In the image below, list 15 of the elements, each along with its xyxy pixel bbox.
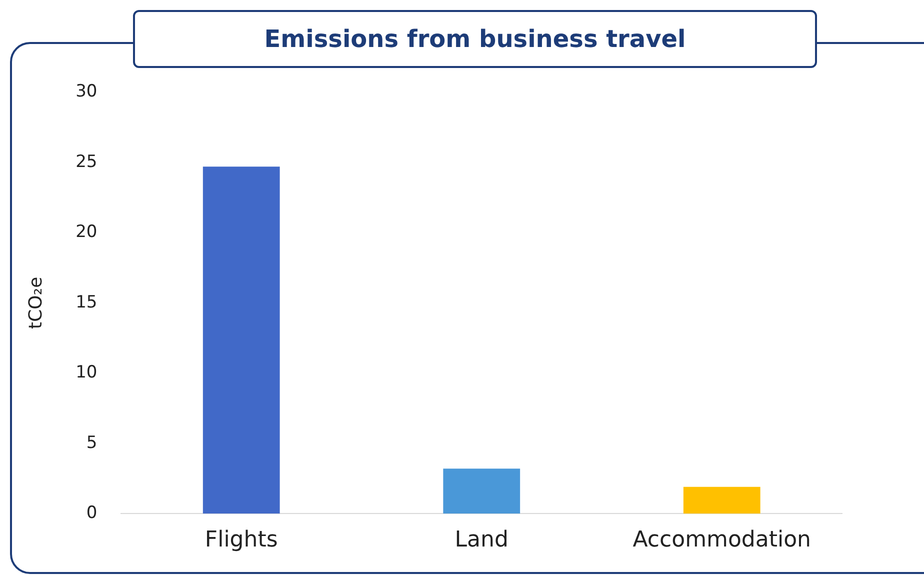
y-tick-label: 25 — [76, 152, 98, 172]
bar — [683, 486, 760, 514]
y-tick-label: 10 — [76, 362, 98, 383]
x-tick-label: Flights — [204, 528, 278, 553]
y-tick-label: 15 — [76, 292, 98, 312]
y-axis-title: tCO₂e — [25, 276, 46, 329]
y-tick-label: 5 — [86, 432, 98, 453]
bar — [202, 166, 280, 514]
y-tick-label: 20 — [76, 222, 98, 242]
y-tick-label: 30 — [76, 82, 98, 102]
x-tick-label: Accommodation — [632, 528, 811, 553]
x-tick-label: Land — [454, 528, 508, 553]
bar — [443, 468, 520, 514]
y-tick-label: 0 — [86, 503, 98, 524]
chart-title: Emissions from business travel — [133, 10, 817, 68]
